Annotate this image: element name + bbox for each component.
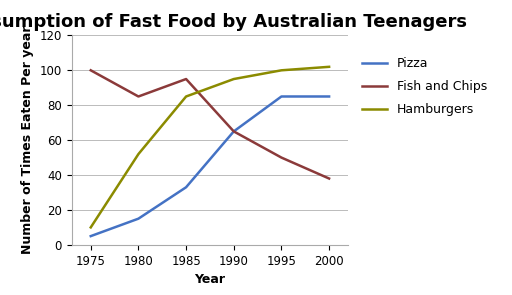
Pizza	[135, 217, 141, 220]
Pizza	[88, 234, 94, 238]
Hamburgers	[326, 65, 332, 68]
Pizza	[326, 95, 332, 98]
Hamburgers	[135, 152, 141, 156]
X-axis label: Year: Year	[195, 273, 225, 286]
Title: Consumption of Fast Food by Australian Teenagers: Consumption of Fast Food by Australian T…	[0, 13, 467, 31]
Fish and Chips	[183, 77, 189, 81]
Hamburgers	[279, 68, 285, 72]
Hamburgers	[88, 226, 94, 229]
Legend: Pizza, Fish and Chips, Hamburgers: Pizza, Fish and Chips, Hamburgers	[357, 52, 493, 121]
Hamburgers	[231, 77, 237, 81]
Fish and Chips	[279, 156, 285, 159]
Line: Hamburgers: Hamburgers	[91, 67, 329, 227]
Line: Pizza: Pizza	[91, 96, 329, 236]
Line: Fish and Chips: Fish and Chips	[91, 70, 329, 178]
Hamburgers	[183, 95, 189, 98]
Pizza	[231, 130, 237, 133]
Fish and Chips	[326, 177, 332, 180]
Fish and Chips	[231, 130, 237, 133]
Pizza	[183, 186, 189, 189]
Fish and Chips	[135, 95, 141, 98]
Pizza	[279, 95, 285, 98]
Fish and Chips	[88, 68, 94, 72]
Y-axis label: Number of Times Eaten Per year: Number of Times Eaten Per year	[21, 26, 34, 254]
